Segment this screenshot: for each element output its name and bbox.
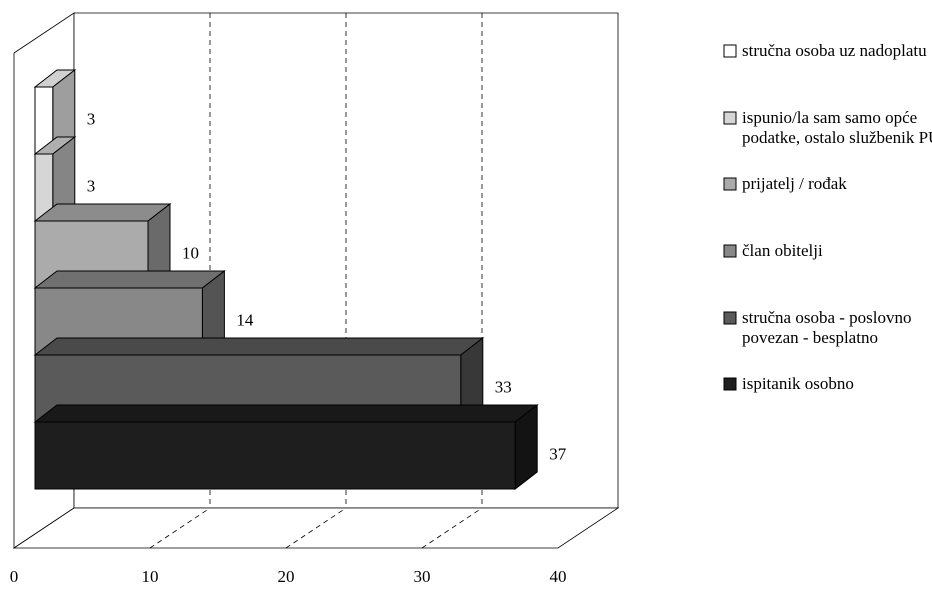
legend-swatch bbox=[723, 311, 737, 325]
legend-label: stručna osoba - poslovno bbox=[742, 308, 912, 327]
bar bbox=[33, 68, 77, 156]
legend-label: podatke, ostalo službenik PU-a bbox=[742, 128, 932, 147]
legend-swatch bbox=[723, 177, 737, 191]
legend-swatch bbox=[723, 44, 737, 58]
gridline-floor bbox=[285, 507, 347, 549]
bar-top bbox=[33, 404, 539, 423]
legend-label: povezan - besplatno bbox=[742, 328, 878, 347]
x-tick-label: 10 bbox=[142, 567, 159, 586]
legend-label: stručna osoba uz nadoplatu bbox=[742, 41, 927, 60]
data-label: 14 bbox=[236, 311, 254, 330]
legend-label: prijatelj / rođak bbox=[742, 174, 847, 193]
gridline-floor bbox=[149, 507, 211, 549]
x-tick-label: 30 bbox=[414, 567, 431, 586]
legend-swatch bbox=[723, 111, 737, 125]
bar-top bbox=[33, 270, 226, 289]
legend-label: član obitelji bbox=[742, 241, 823, 260]
data-label: 37 bbox=[549, 445, 567, 464]
x-tick-label: 40 bbox=[550, 567, 567, 586]
bar bbox=[33, 135, 77, 223]
data-label: 10 bbox=[182, 244, 199, 263]
bar-top bbox=[33, 203, 172, 222]
legend-label: ispitanik osobno bbox=[742, 374, 854, 393]
bar bbox=[33, 403, 539, 491]
bar-front bbox=[34, 421, 516, 490]
legend-label: ispunio/la sam samo opće bbox=[742, 108, 917, 127]
bar-top bbox=[33, 337, 485, 356]
x-tick-label: 0 bbox=[10, 567, 19, 586]
legend-swatch bbox=[723, 377, 737, 391]
data-label: 3 bbox=[87, 110, 96, 129]
data-label: 33 bbox=[495, 378, 512, 397]
gridline-floor bbox=[421, 507, 483, 549]
data-label: 3 bbox=[87, 177, 96, 196]
x-tick-label: 20 bbox=[278, 567, 295, 586]
legend-swatch bbox=[723, 244, 737, 258]
